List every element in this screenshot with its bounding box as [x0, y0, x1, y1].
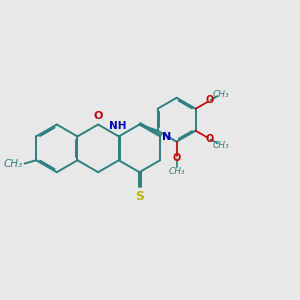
- Text: O: O: [206, 95, 214, 106]
- Text: S: S: [135, 190, 144, 203]
- Text: CH₃: CH₃: [213, 141, 230, 150]
- Text: CH₃: CH₃: [168, 167, 185, 176]
- Text: CH₃: CH₃: [4, 159, 23, 169]
- Text: CH₃: CH₃: [213, 89, 230, 98]
- Text: N: N: [162, 132, 171, 142]
- Text: O: O: [93, 110, 103, 121]
- Text: O: O: [206, 134, 214, 144]
- Text: O: O: [172, 153, 181, 163]
- Text: NH: NH: [110, 121, 127, 131]
